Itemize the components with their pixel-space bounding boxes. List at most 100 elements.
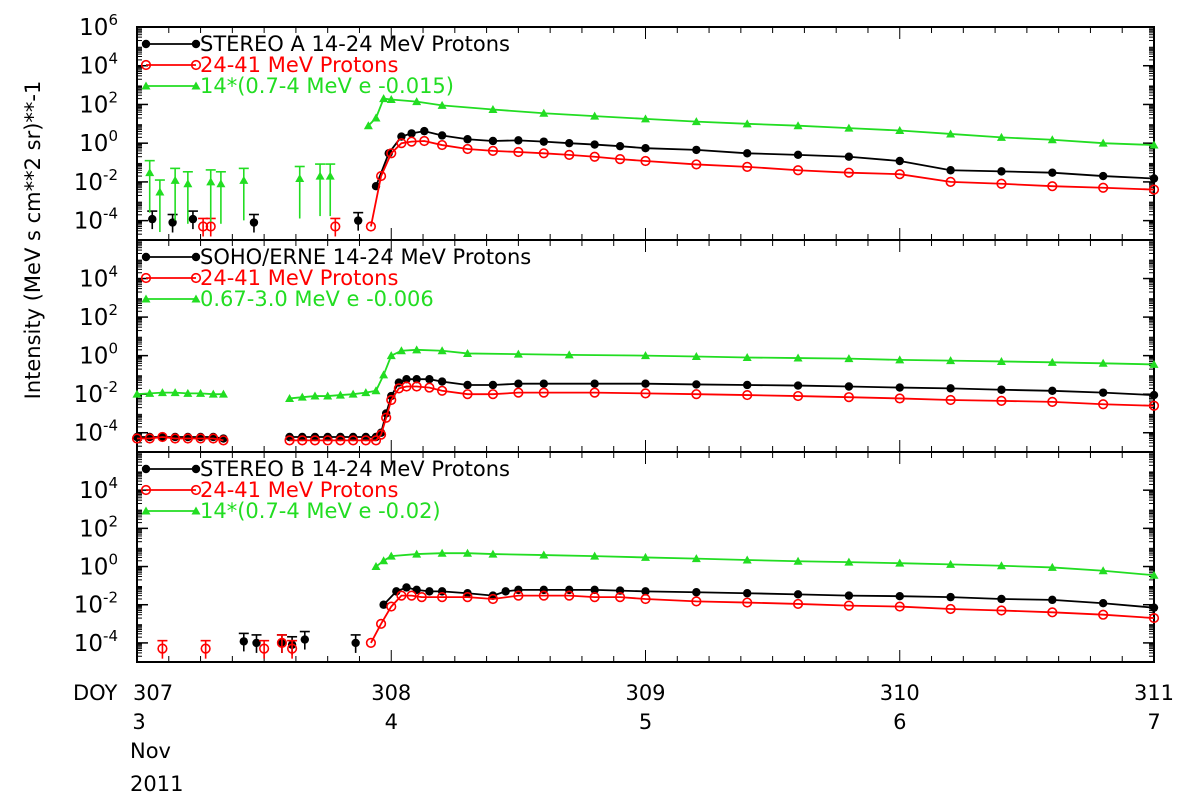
legend-marker bbox=[190, 272, 202, 284]
data-point bbox=[353, 216, 363, 225]
data-point bbox=[208, 433, 219, 444]
data-point bbox=[945, 176, 956, 188]
legend-marker bbox=[140, 272, 152, 284]
panels: 106 104 102 100 10-2 10-4 STEREO A 14-24 MeV P… bbox=[74, 11, 1160, 663]
data-point bbox=[590, 111, 600, 120]
data-point bbox=[379, 556, 389, 565]
data-point bbox=[641, 379, 650, 388]
data-point bbox=[946, 129, 956, 138]
legend-label: 24-41 MeV Protons bbox=[200, 266, 398, 290]
data-point bbox=[539, 108, 549, 117]
data-point bbox=[589, 387, 600, 398]
data-point bbox=[895, 383, 904, 392]
series-1-3: 14*(0.7-4 MeV e -0.015) bbox=[141, 74, 1159, 233]
data-point bbox=[437, 377, 447, 386]
data-point bbox=[691, 389, 702, 400]
data-point bbox=[946, 559, 956, 568]
y-tick-label: 10-4 bbox=[74, 627, 118, 657]
data-point bbox=[692, 145, 701, 155]
x-day-tick-label: 6 bbox=[893, 710, 906, 734]
data-point bbox=[996, 395, 1007, 406]
legend-marker bbox=[140, 59, 152, 71]
series-line bbox=[370, 140, 1155, 227]
data-point bbox=[945, 394, 956, 406]
data-point bbox=[361, 388, 371, 397]
panel-3: 104 102 100 10-2 10-4 STEREO B 14-24 MeV Prot… bbox=[74, 451, 1160, 663]
data-point bbox=[437, 548, 447, 557]
data-point bbox=[641, 351, 650, 360]
data-point bbox=[844, 591, 854, 600]
data-point bbox=[997, 167, 1006, 176]
data-point bbox=[743, 149, 752, 158]
x-doy-tick-label: 309 bbox=[625, 681, 665, 705]
data-point bbox=[379, 600, 388, 609]
legend-label: STEREO B 14-24 MeV Protons bbox=[200, 457, 510, 481]
legend-marker bbox=[141, 294, 151, 303]
legend-label: STEREO A 14-24 MeV Protons bbox=[200, 32, 510, 56]
data-point bbox=[488, 136, 498, 146]
data-point bbox=[1148, 612, 1160, 624]
data-point bbox=[315, 171, 325, 180]
data-point bbox=[259, 643, 270, 654]
series-line bbox=[137, 436, 224, 442]
data-point bbox=[252, 638, 261, 648]
data-point bbox=[538, 148, 549, 159]
series-line bbox=[370, 594, 1155, 644]
data-point bbox=[1098, 171, 1108, 181]
y-tick-label: 100 bbox=[79, 551, 118, 581]
y-tick-label: 10-4 bbox=[74, 417, 118, 447]
x-day-tick-label: 7 bbox=[1147, 710, 1160, 734]
data-point bbox=[589, 592, 600, 603]
data-point bbox=[793, 150, 803, 160]
data-point bbox=[310, 391, 320, 400]
y-tick-label: 100 bbox=[79, 340, 118, 370]
x-axis-doy-label: DOY bbox=[73, 681, 118, 705]
data-point bbox=[218, 389, 228, 398]
data-point bbox=[742, 597, 753, 608]
data-point bbox=[375, 429, 387, 440]
y-tick-label: 104 bbox=[79, 50, 118, 80]
data-point bbox=[386, 394, 397, 406]
data-point bbox=[1149, 570, 1159, 579]
data-point bbox=[335, 390, 345, 399]
data-point bbox=[691, 159, 702, 170]
data-point bbox=[793, 353, 803, 362]
data-point bbox=[1048, 168, 1057, 177]
data-point bbox=[463, 135, 472, 144]
data-point bbox=[463, 348, 473, 357]
data-point bbox=[793, 121, 803, 130]
data-point bbox=[437, 346, 447, 355]
data-point bbox=[513, 349, 523, 358]
data-point bbox=[488, 549, 498, 558]
data-point bbox=[463, 548, 473, 557]
data-point bbox=[844, 152, 854, 161]
data-point bbox=[945, 603, 956, 615]
data-point bbox=[1148, 184, 1160, 195]
legend-marker bbox=[141, 252, 151, 262]
data-point bbox=[894, 393, 905, 404]
legend-marker bbox=[141, 464, 151, 474]
data-point bbox=[742, 353, 752, 362]
data-point bbox=[412, 374, 421, 384]
data-point bbox=[298, 432, 307, 442]
data-point bbox=[249, 218, 259, 227]
x-axis-year-label: 2011 bbox=[130, 772, 183, 796]
data-point bbox=[792, 598, 804, 610]
data-point bbox=[425, 374, 434, 384]
data-point bbox=[564, 149, 575, 160]
data-point bbox=[539, 137, 548, 146]
data-point bbox=[379, 370, 389, 379]
data-point bbox=[742, 161, 753, 172]
data-point bbox=[895, 156, 904, 166]
data-point bbox=[330, 221, 341, 232]
data-point bbox=[565, 138, 574, 148]
data-point bbox=[170, 388, 180, 397]
data-point bbox=[564, 350, 574, 359]
legend-marker bbox=[140, 484, 152, 496]
data-point bbox=[590, 551, 600, 560]
data-point bbox=[157, 643, 168, 654]
data-point bbox=[206, 177, 216, 186]
data-point bbox=[590, 585, 599, 595]
data-point bbox=[300, 635, 310, 644]
legend-marker bbox=[141, 39, 151, 49]
